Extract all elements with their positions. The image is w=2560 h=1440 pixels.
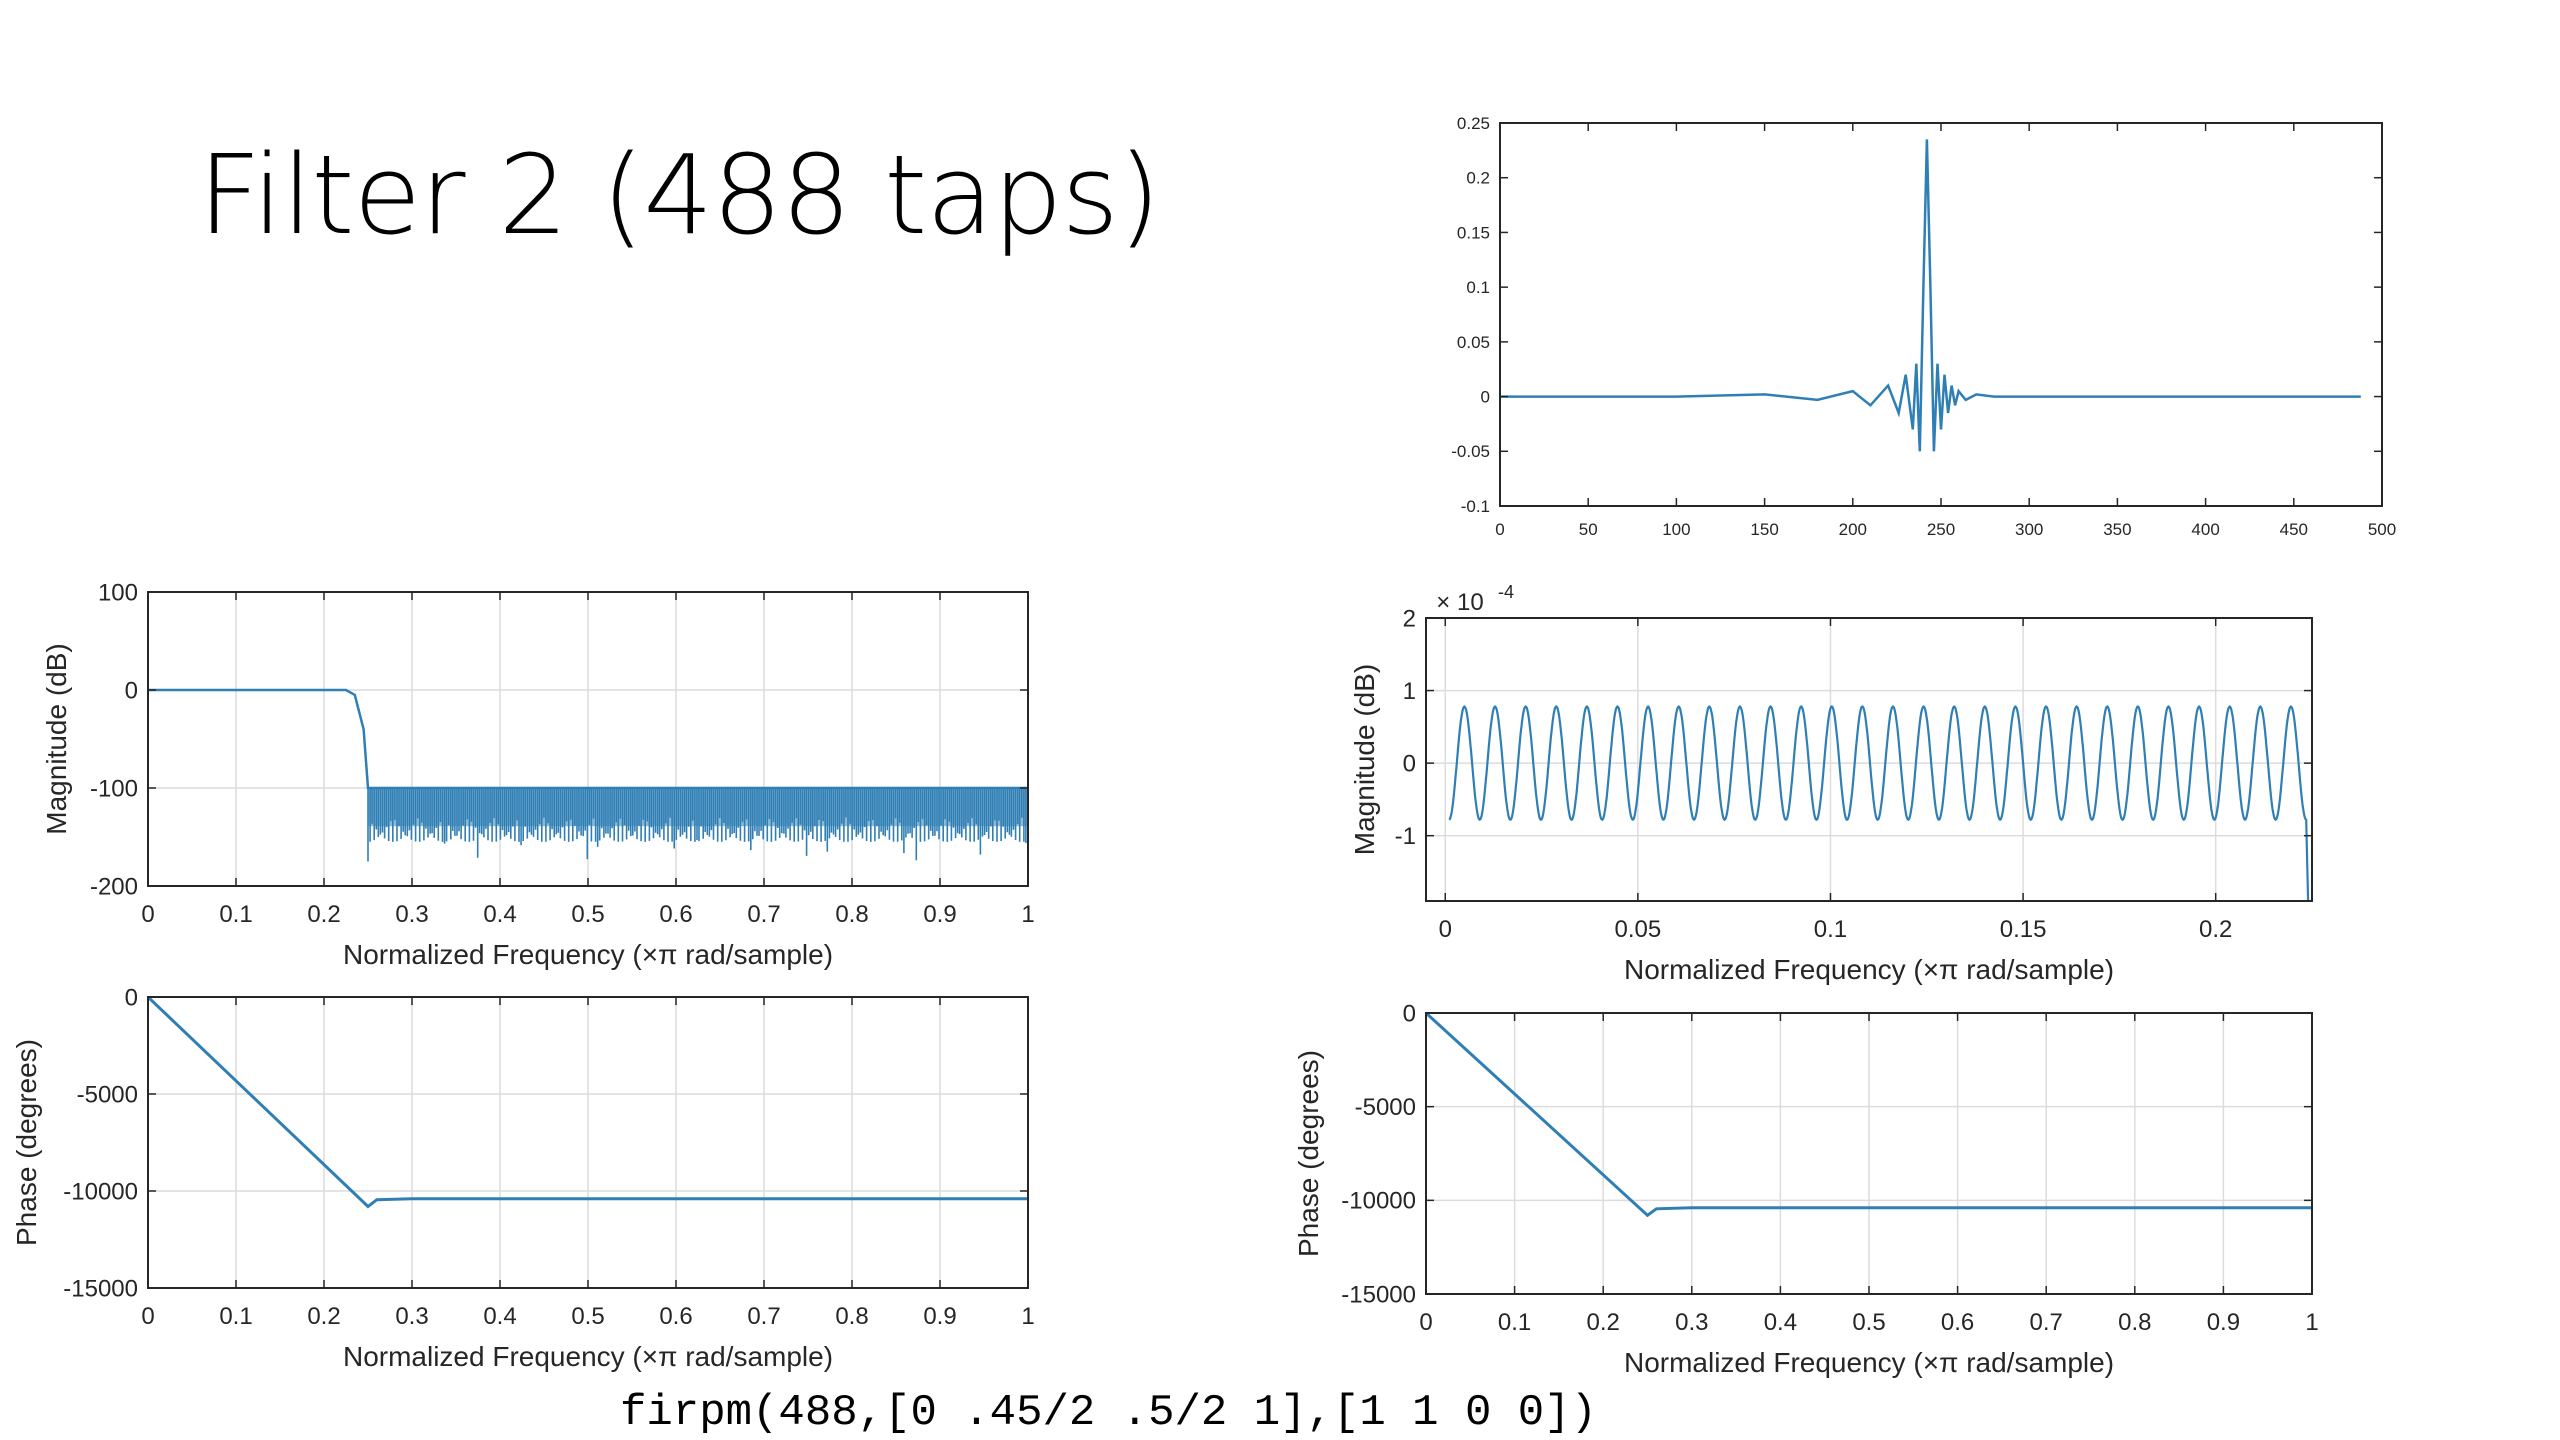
phase-zoom-xtick-label: 0.9 bbox=[2207, 1309, 2240, 1336]
phase-line bbox=[146, 995, 1028, 1209]
impulse-ytick-label: 0.05 bbox=[1457, 333, 1490, 352]
phase-line bbox=[1424, 1011, 2312, 1218]
mag-passband-ytick-label: 0 bbox=[1403, 751, 1416, 778]
phase-zoom-plot bbox=[1424, 1011, 2313, 1295]
phase-full-ytick-label: -10000 bbox=[63, 1178, 138, 1205]
mag-full-ylabel: Magnitude (dB) bbox=[41, 643, 72, 834]
phase-zoom-xtick-label: 1 bbox=[2305, 1309, 2318, 1336]
mag-full-xtick-label: 0.5 bbox=[571, 901, 604, 928]
phase-zoom-xtick-label: 0.8 bbox=[2118, 1309, 2151, 1336]
impulse-xtick-label: 250 bbox=[1927, 520, 1955, 539]
mag-full-xtick-label: 1 bbox=[1021, 901, 1034, 928]
phase-full-xtick-label: 0.5 bbox=[571, 1303, 604, 1330]
phase-full-xtick-label: 0 bbox=[141, 1303, 154, 1330]
mag-full-xtick-label: 0.7 bbox=[747, 901, 780, 928]
impulse-xtick-label: 100 bbox=[1662, 520, 1690, 539]
mag-full-ytick-label: -200 bbox=[90, 873, 138, 900]
impulse-xtick-label: 500 bbox=[2368, 520, 2396, 539]
phase-full-xtick-label: 0.8 bbox=[835, 1303, 868, 1330]
phase-zoom-xtick-label: 0.2 bbox=[1587, 1309, 1620, 1336]
phase-zoom-ytick-label: -15000 bbox=[1341, 1281, 1416, 1308]
passband-ripple-line bbox=[1448, 705, 2310, 902]
impulse-axes-box bbox=[1499, 122, 2383, 507]
mag-full-xtick-label: 0.1 bbox=[219, 901, 252, 928]
impulse-xtick-label: 300 bbox=[2015, 520, 2043, 539]
phase-full-ytick-label: -15000 bbox=[63, 1275, 138, 1302]
mag-full-xtick-label: 0.8 bbox=[835, 901, 868, 928]
phase-full-xtick-label: 0.3 bbox=[395, 1303, 428, 1330]
mag-full-plot bbox=[147, 591, 1029, 887]
impulse-response-line bbox=[1500, 139, 2361, 452]
mag-full-xtick-label: 0.4 bbox=[483, 901, 516, 928]
mag-full-ytick-label: -100 bbox=[90, 775, 138, 802]
phase-full-ytick-label: -5000 bbox=[77, 1081, 138, 1108]
mag-passband-plot bbox=[1425, 617, 2313, 902]
phase-zoom-xlabel: Normalized Frequency (×π rad/sample) bbox=[1624, 1347, 2114, 1378]
mag-passband-axes-box bbox=[1425, 617, 2313, 902]
phase-zoom-ytick-label: -5000 bbox=[1355, 1094, 1416, 1121]
phase-zoom-xtick-label: 0.1 bbox=[1498, 1309, 1531, 1336]
mag-full-xtick-label: 0.3 bbox=[395, 901, 428, 928]
phase-zoom-xtick-label: 0 bbox=[1419, 1309, 1432, 1336]
axis-exponent-label: × 10 bbox=[1436, 589, 1483, 616]
impulse-xtick-label: 150 bbox=[1750, 520, 1778, 539]
impulse-xtick-label: 50 bbox=[1579, 520, 1598, 539]
mag-passband-ytick-label: 1 bbox=[1403, 678, 1416, 705]
impulse-xtick-label: 450 bbox=[2280, 520, 2308, 539]
impulse-xtick-label: 400 bbox=[2191, 520, 2219, 539]
mag-passband-xtick-label: 0.2 bbox=[2199, 916, 2232, 943]
firpm-command: firpm(488,[0 .45/2 .5/2 1],[1 1 0 0]) bbox=[620, 1388, 1597, 1438]
phase-full-xtick-label: 0.4 bbox=[483, 1303, 516, 1330]
mag-full-ytick-label: 100 bbox=[98, 579, 138, 606]
impulse-ytick-label: -0.1 bbox=[1461, 497, 1490, 516]
mag-passband-ylabel: Magnitude (dB) bbox=[1349, 664, 1380, 855]
impulse-xtick-label: 350 bbox=[2103, 520, 2131, 539]
mag-full-xtick-label: 0.9 bbox=[923, 901, 956, 928]
mag-full-xtick-label: 0.6 bbox=[659, 901, 692, 928]
impulse-ytick-label: 0.1 bbox=[1466, 278, 1490, 297]
mag-full-xlabel: Normalized Frequency (×π rad/sample) bbox=[343, 939, 833, 970]
stopband-band bbox=[368, 787, 1028, 827]
impulse-plot bbox=[1499, 122, 2383, 507]
phase-zoom-xtick-label: 0.4 bbox=[1764, 1309, 1797, 1336]
mag-passband-ytick-label: 2 bbox=[1403, 605, 1416, 632]
mag-passband-xtick-label: 0 bbox=[1439, 916, 1452, 943]
impulse-ytick-label: 0 bbox=[1481, 388, 1490, 407]
phase-full-xtick-label: 0.6 bbox=[659, 1303, 692, 1330]
phase-zoom-ylabel: Phase (degrees) bbox=[1293, 1050, 1324, 1257]
mag-passband-xtick-label: 0.1 bbox=[1814, 916, 1847, 943]
phase-full-xtick-label: 1 bbox=[1021, 1303, 1034, 1330]
phase-zoom-xtick-label: 0.7 bbox=[2030, 1309, 2063, 1336]
impulse-ytick-label: 0.2 bbox=[1466, 169, 1490, 188]
phase-zoom-ytick-label: 0 bbox=[1403, 1000, 1416, 1027]
mag-full-xtick-label: 0 bbox=[141, 901, 154, 928]
phase-full-ytick-label: 0 bbox=[125, 984, 138, 1011]
phase-full-xtick-label: 0.1 bbox=[219, 1303, 252, 1330]
phase-full-xlabel: Normalized Frequency (×π rad/sample) bbox=[343, 1341, 833, 1372]
mag-full-ytick-label: 0 bbox=[125, 677, 138, 704]
impulse-ytick-label: -0.05 bbox=[1451, 442, 1490, 461]
mag-passband-xlabel: Normalized Frequency (×π rad/sample) bbox=[1624, 954, 2114, 985]
phase-full-ylabel: Phase (degrees) bbox=[11, 1039, 42, 1246]
mag-passband-xtick-label: 0.05 bbox=[1615, 916, 1662, 943]
phase-full-plot bbox=[146, 995, 1029, 1289]
impulse-xtick-label: 200 bbox=[1839, 520, 1867, 539]
phase-zoom-xtick-label: 0.6 bbox=[1941, 1309, 1974, 1336]
phase-zoom-xtick-label: 0.3 bbox=[1675, 1309, 1708, 1336]
mag-full-xtick-label: 0.2 bbox=[307, 901, 340, 928]
slide-title: Filter 2 (488 taps) bbox=[198, 131, 1161, 259]
phase-full-xtick-label: 0.7 bbox=[747, 1303, 780, 1330]
mag-passband-ytick-label: -1 bbox=[1395, 823, 1416, 850]
phase-zoom-ytick-label: -10000 bbox=[1341, 1188, 1416, 1215]
phase-zoom-xtick-label: 0.5 bbox=[1852, 1309, 1885, 1336]
mag-passband-xtick-label: 0.15 bbox=[2000, 916, 2047, 943]
impulse-ytick-label: 0.25 bbox=[1457, 114, 1490, 133]
axis-exponent-power: -4 bbox=[1498, 582, 1514, 602]
phase-full-xtick-label: 0.2 bbox=[307, 1303, 340, 1330]
impulse-ytick-label: 0.15 bbox=[1457, 223, 1490, 242]
impulse-xtick-label: 0 bbox=[1495, 520, 1504, 539]
phase-full-xtick-label: 0.9 bbox=[923, 1303, 956, 1330]
